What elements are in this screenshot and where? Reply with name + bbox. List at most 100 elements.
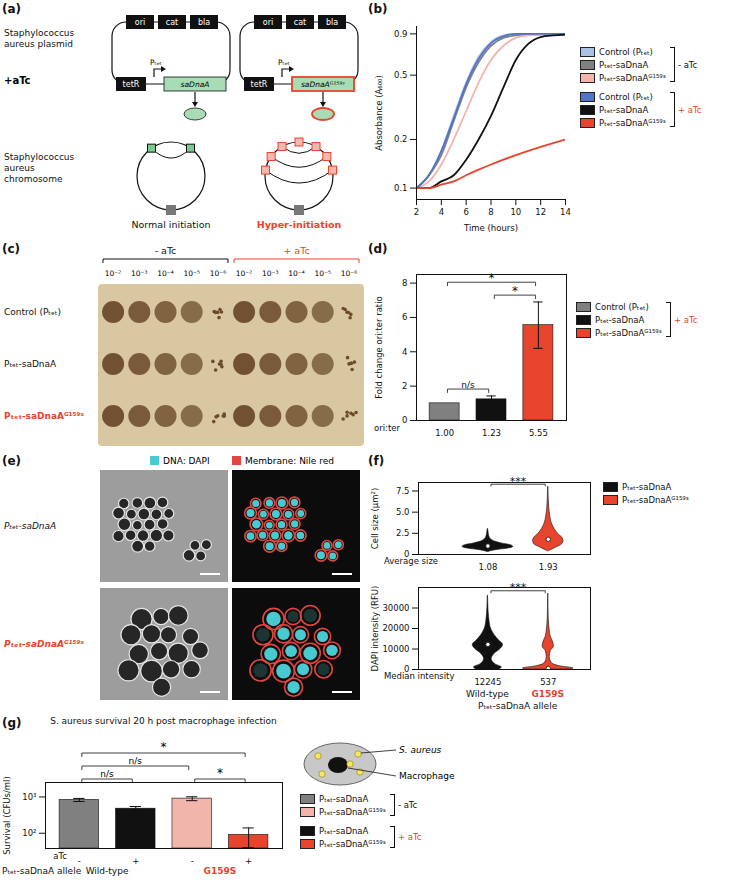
svg-text:saDnaAᴳ¹⁵⁹ˢ: saDnaAᴳ¹⁵⁹ˢ	[301, 80, 345, 89]
svg-text:0.2: 0.2	[394, 134, 408, 144]
svg-text:Pₜₑₜ-saDnaA: Pₜₑₜ-saDnaA	[4, 359, 57, 369]
svg-text:10⁻³: 10⁻³	[262, 269, 279, 278]
svg-text:Macrophage: Macrophage	[399, 771, 455, 781]
svg-text:***: ***	[510, 475, 527, 488]
svg-text:8: 8	[402, 278, 407, 288]
svg-text:S. aureus: S. aureus	[399, 745, 442, 755]
svg-text:10000: 10000	[382, 644, 409, 654]
svg-text:7.5: 7.5	[396, 486, 410, 496]
svg-text:10: 10	[510, 207, 521, 217]
svg-text:DNA: DAPI: DNA: DAPI	[163, 456, 210, 466]
svg-text:Normal initiation: Normal initiation	[131, 219, 210, 230]
svg-text:10⁻⁵: 10⁻⁵	[183, 269, 200, 278]
svg-text:10³: 10³	[22, 792, 36, 802]
svg-text:1.23: 1.23	[482, 428, 501, 438]
svg-text:2: 2	[402, 381, 407, 391]
svg-text:+: +	[245, 856, 252, 866]
svg-text:8: 8	[488, 207, 493, 217]
svg-text:Pₜₑₜ: Pₜₑₜ	[278, 58, 290, 67]
svg-text:6: 6	[402, 312, 407, 322]
svg-text:+aTc: +aTc	[4, 75, 31, 86]
svg-text:4: 4	[439, 207, 444, 217]
svg-text:0: 0	[402, 415, 407, 425]
svg-text:10⁻²: 10⁻²	[236, 269, 253, 278]
svg-text:n/s: n/s	[129, 756, 143, 766]
svg-text:1.08: 1.08	[478, 562, 497, 572]
svg-text:10⁻⁵: 10⁻⁵	[314, 269, 331, 278]
svg-text:10⁻⁶: 10⁻⁶	[341, 269, 358, 278]
svg-text:10⁻⁴: 10⁻⁴	[157, 269, 174, 278]
svg-text:-: -	[78, 856, 81, 866]
svg-text:6: 6	[463, 207, 468, 217]
svg-text:537: 537	[540, 677, 556, 687]
svg-text:*: *	[512, 284, 518, 298]
svg-text:n/s: n/s	[100, 769, 114, 779]
svg-text:bla: bla	[326, 18, 338, 27]
svg-text:Hyper-initiation: Hyper-initiation	[257, 219, 342, 230]
svg-text:0.5: 0.5	[394, 70, 408, 80]
html-text:Pₜₑₜ-saDnaAᴳ¹⁵⁹ˢ: Pₜₑₜ-saDnaAᴳ¹⁵⁹ˢ	[599, 72, 666, 83]
svg-text:0.1: 0.1	[394, 183, 408, 193]
svg-text:cat: cat	[166, 18, 178, 27]
svg-text:Cell size (μm²): Cell size (μm²)	[370, 488, 380, 550]
svg-text:*: *	[489, 271, 495, 285]
svg-text:ori: ori	[263, 18, 273, 27]
html-text:(g): (g)	[2, 716, 22, 730]
html-text:(e): (e)	[2, 454, 22, 468]
svg-text:10⁻⁴: 10⁻⁴	[288, 269, 305, 278]
html-text:Pₜₑₜ-saDnaA: Pₜₑₜ-saDnaA	[599, 59, 649, 70]
svg-text:14: 14	[560, 207, 571, 217]
svg-text:ori: ori	[135, 18, 145, 27]
svg-text:12: 12	[535, 207, 546, 217]
svg-text:30000: 30000	[382, 603, 409, 613]
svg-text:Control (Pₜₑₜ): Control (Pₜₑₜ)	[4, 307, 61, 317]
svg-text:5.55: 5.55	[529, 428, 548, 438]
svg-text:Pₜₑₜ-saDnaAᴳ¹⁵⁹ˢ: Pₜₑₜ-saDnaAᴳ¹⁵⁹ˢ	[4, 411, 84, 421]
svg-text:+ aTc: + aTc	[283, 245, 309, 256]
svg-text:Pₜₑₜ-saDnaA: Pₜₑₜ-saDnaA	[4, 521, 56, 531]
svg-text:*: *	[217, 766, 223, 780]
svg-text:aureus: aureus	[4, 163, 35, 173]
svg-text:5.0: 5.0	[396, 507, 410, 517]
svg-text:Membrane: Nile red: Membrane: Nile red	[245, 456, 334, 466]
svg-text:Absorbance (A₆₀₀): Absorbance (A₆₀₀)	[374, 75, 384, 151]
svg-text:10⁻²: 10⁻²	[105, 269, 122, 278]
html-text:(f): (f)	[368, 454, 385, 468]
svg-text:*: *	[161, 740, 167, 754]
svg-text:20000: 20000	[382, 623, 409, 633]
svg-text:Fold change ori:ter ratio: Fold change ori:ter ratio	[374, 296, 384, 399]
svg-text:2: 2	[414, 207, 419, 217]
svg-text:n/s: n/s	[461, 380, 475, 390]
svg-text:chromosome: chromosome	[4, 174, 63, 184]
svg-text:Time (hours): Time (hours)	[463, 223, 518, 233]
html-text:(a): (a)	[2, 2, 22, 16]
svg-text:1.00: 1.00	[435, 428, 454, 438]
svg-text:Survival (CFUs/ml): Survival (CFUs/ml)	[2, 776, 12, 855]
svg-text:bla: bla	[198, 18, 210, 27]
svg-text:+: +	[132, 856, 139, 866]
html-text:Control (Pₜₑₜ): Control (Pₜₑₜ)	[599, 46, 653, 57]
svg-text:Pₜₑₜ: Pₜₑₜ	[150, 58, 162, 67]
svg-text:- aTc: - aTc	[155, 245, 177, 256]
svg-text:12245: 12245	[474, 677, 501, 687]
svg-text:1.93: 1.93	[539, 562, 558, 572]
svg-text:Staphylococcus: Staphylococcus	[4, 28, 75, 38]
svg-text:2.5: 2.5	[396, 528, 410, 538]
svg-text:tetR: tetR	[123, 80, 140, 89]
svg-text:-: -	[191, 856, 194, 866]
svg-text:0.9: 0.9	[394, 29, 408, 39]
svg-text:tetR: tetR	[251, 80, 268, 89]
html-text:(c): (c)	[2, 242, 21, 256]
svg-text:cat: cat	[294, 18, 306, 27]
html-text:(b): (b)	[368, 2, 388, 16]
svg-text:10⁻⁶: 10⁻⁶	[210, 269, 227, 278]
html-text:(d): (d)	[368, 242, 388, 256]
svg-text:aureus plasmid: aureus plasmid	[4, 39, 73, 49]
svg-text:saDnaA: saDnaA	[181, 80, 210, 89]
svg-text:Staphylococcus: Staphylococcus	[4, 152, 75, 162]
svg-text:DAPI intensity (RFU): DAPI intensity (RFU)	[370, 586, 380, 672]
svg-text:10²: 10²	[22, 828, 36, 838]
svg-text:4: 4	[402, 347, 407, 357]
svg-text:10⁻³: 10⁻³	[131, 269, 148, 278]
svg-text:Pₜₑₜ-saDnaAᴳ¹⁵⁹ˢ: Pₜₑₜ-saDnaAᴳ¹⁵⁹ˢ	[4, 639, 84, 649]
